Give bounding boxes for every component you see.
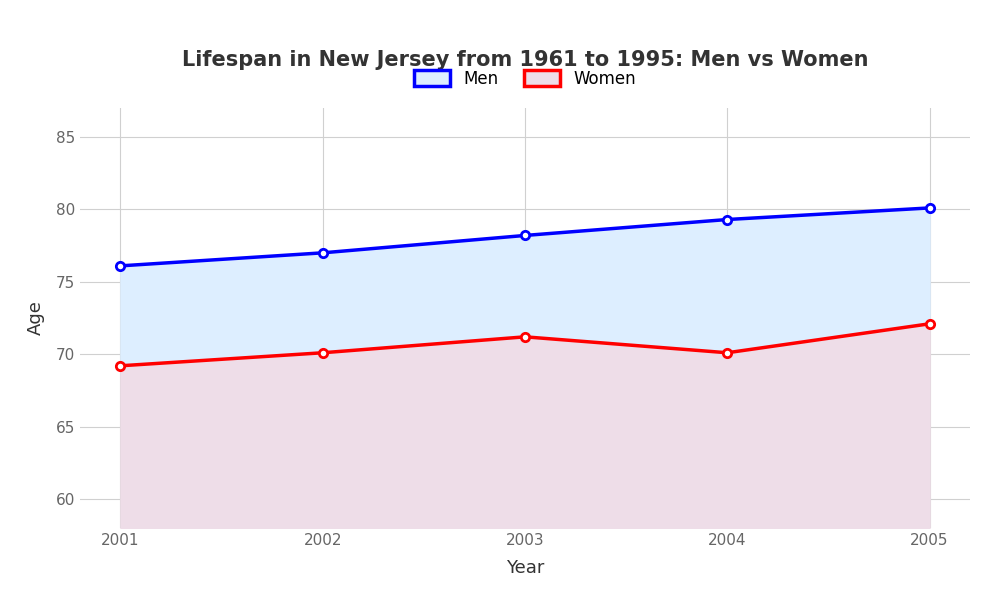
X-axis label: Year: Year	[506, 559, 544, 577]
Title: Lifespan in New Jersey from 1961 to 1995: Men vs Women: Lifespan in New Jersey from 1961 to 1995…	[182, 50, 868, 70]
Legend: Men, Women: Men, Women	[405, 62, 645, 97]
Y-axis label: Age: Age	[27, 301, 45, 335]
